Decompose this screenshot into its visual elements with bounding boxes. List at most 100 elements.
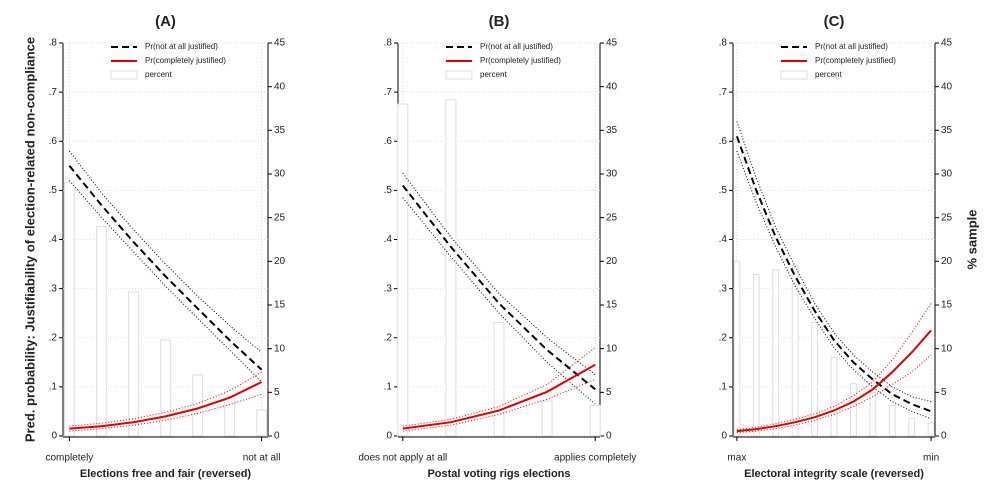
bar xyxy=(772,269,780,437)
x-tick-label: applies completely xyxy=(554,453,636,464)
y2-tick-label: 45 xyxy=(941,38,953,49)
line xyxy=(735,135,932,413)
y2-tick-label: 20 xyxy=(606,256,618,267)
bar xyxy=(256,409,267,437)
y-tick-label: .7 xyxy=(384,87,393,98)
bar xyxy=(888,404,896,437)
bar xyxy=(493,321,505,437)
x-tick-label: not at all xyxy=(243,453,281,464)
y-tick-label: 0 xyxy=(51,431,57,442)
line xyxy=(402,363,596,430)
y2-tick-label: 20 xyxy=(274,256,286,267)
y-tick-label: .5 xyxy=(49,185,58,196)
y-tick-label: .4 xyxy=(719,234,728,245)
line xyxy=(736,329,932,433)
x-tick-label: does not apply at all xyxy=(358,453,447,464)
y2-tick-label: 5 xyxy=(274,387,280,398)
y2-tick-label: 40 xyxy=(274,81,286,92)
y-tick-label: .5 xyxy=(384,185,393,196)
bar xyxy=(791,265,799,437)
y-tick-label: .3 xyxy=(719,283,728,294)
panel-title: (B) xyxy=(489,13,510,30)
y2-tick-label: 5 xyxy=(941,387,947,398)
y-tick-label: .2 xyxy=(719,332,728,343)
y-tick-label: .4 xyxy=(384,234,393,245)
confidence-bound xyxy=(736,150,932,420)
y-tick-label: .3 xyxy=(384,283,393,294)
legend-swatch xyxy=(780,70,808,80)
x-tick-label: min xyxy=(923,453,939,464)
line xyxy=(68,165,263,371)
y2-tick-label: 35 xyxy=(274,125,286,136)
y2-tick-label: 35 xyxy=(941,125,953,136)
y2-tick-label: 40 xyxy=(941,81,953,92)
y-tick-label: .1 xyxy=(384,382,393,393)
y2-tick-label: 10 xyxy=(274,343,286,354)
y2-tick-label: 5 xyxy=(606,387,612,398)
y-axis-label: Pred. probability: Justifiability of ele… xyxy=(22,37,37,442)
confidence-bound xyxy=(69,180,262,383)
confidence-bound xyxy=(736,303,932,431)
legend-label: percent xyxy=(480,70,507,79)
bar xyxy=(850,383,857,437)
y2-tick-label: 35 xyxy=(606,125,618,136)
y-tick-label: 0 xyxy=(386,431,392,442)
y2-axis-label: % sample xyxy=(964,210,979,270)
y2-tick-label: 30 xyxy=(941,169,953,180)
x-tick-label: completely xyxy=(46,453,94,464)
bar xyxy=(160,339,171,437)
y2-tick-label: 45 xyxy=(274,38,286,49)
y-tick-label: .8 xyxy=(719,38,728,49)
confidence-bound xyxy=(736,354,932,434)
bar xyxy=(733,260,741,437)
bar xyxy=(128,291,139,437)
legend-label: Pr(not at all justified) xyxy=(480,42,553,51)
y-tick-label: .1 xyxy=(49,382,58,393)
y-tick-label: .4 xyxy=(49,234,58,245)
legend-label: Pr(not at all justified) xyxy=(815,42,888,51)
bar xyxy=(64,182,75,437)
line xyxy=(69,381,263,430)
bar xyxy=(908,418,916,437)
y2-tick-label: 0 xyxy=(274,431,280,442)
legend-label: Pr(completely justified) xyxy=(480,56,561,65)
y2-tick-label: 25 xyxy=(274,212,286,223)
y-tick-label: .2 xyxy=(49,332,58,343)
y-tick-label: .7 xyxy=(49,87,58,98)
x-axis-label: Postal voting rigs elections xyxy=(427,468,570,480)
bar xyxy=(192,374,203,437)
x-axis-label: Electoral integrity scale (reversed) xyxy=(744,468,924,480)
legend-label: Pr(not at all justified) xyxy=(145,42,218,51)
bar xyxy=(927,422,935,437)
y2-tick-label: 15 xyxy=(274,300,286,311)
y-tick-label: .3 xyxy=(49,283,58,294)
y2-tick-label: 15 xyxy=(606,300,618,311)
y2-tick-label: 10 xyxy=(606,343,618,354)
legend-label: Pr(completely justified) xyxy=(145,56,226,65)
bar xyxy=(397,103,409,437)
y2-tick-label: 30 xyxy=(274,169,286,180)
confidence-bound xyxy=(402,347,596,427)
y-tick-label: .8 xyxy=(384,38,393,49)
y-tick-label: .2 xyxy=(384,332,393,343)
y2-tick-label: 25 xyxy=(606,212,618,223)
y2-tick-label: 45 xyxy=(606,38,618,49)
y-tick-label: .7 xyxy=(719,87,728,98)
y-tick-label: .6 xyxy=(719,136,728,147)
panel-title: (A) xyxy=(155,13,176,30)
bar xyxy=(811,321,818,437)
bar xyxy=(752,273,760,437)
legend-label: Pr(completely justified) xyxy=(815,56,896,65)
bar xyxy=(541,400,553,437)
y2-tick-label: 25 xyxy=(941,212,953,223)
y2-tick-label: 40 xyxy=(606,81,618,92)
y2-tick-label: 10 xyxy=(941,343,953,354)
panel-title: (C) xyxy=(824,13,845,30)
y-tick-label: .1 xyxy=(719,382,728,393)
confidence-bound xyxy=(69,150,262,353)
confidence-bound xyxy=(402,197,596,405)
x-tick-label: max xyxy=(727,453,746,464)
legend-label: percent xyxy=(815,70,842,79)
y-tick-label: .6 xyxy=(49,136,58,147)
